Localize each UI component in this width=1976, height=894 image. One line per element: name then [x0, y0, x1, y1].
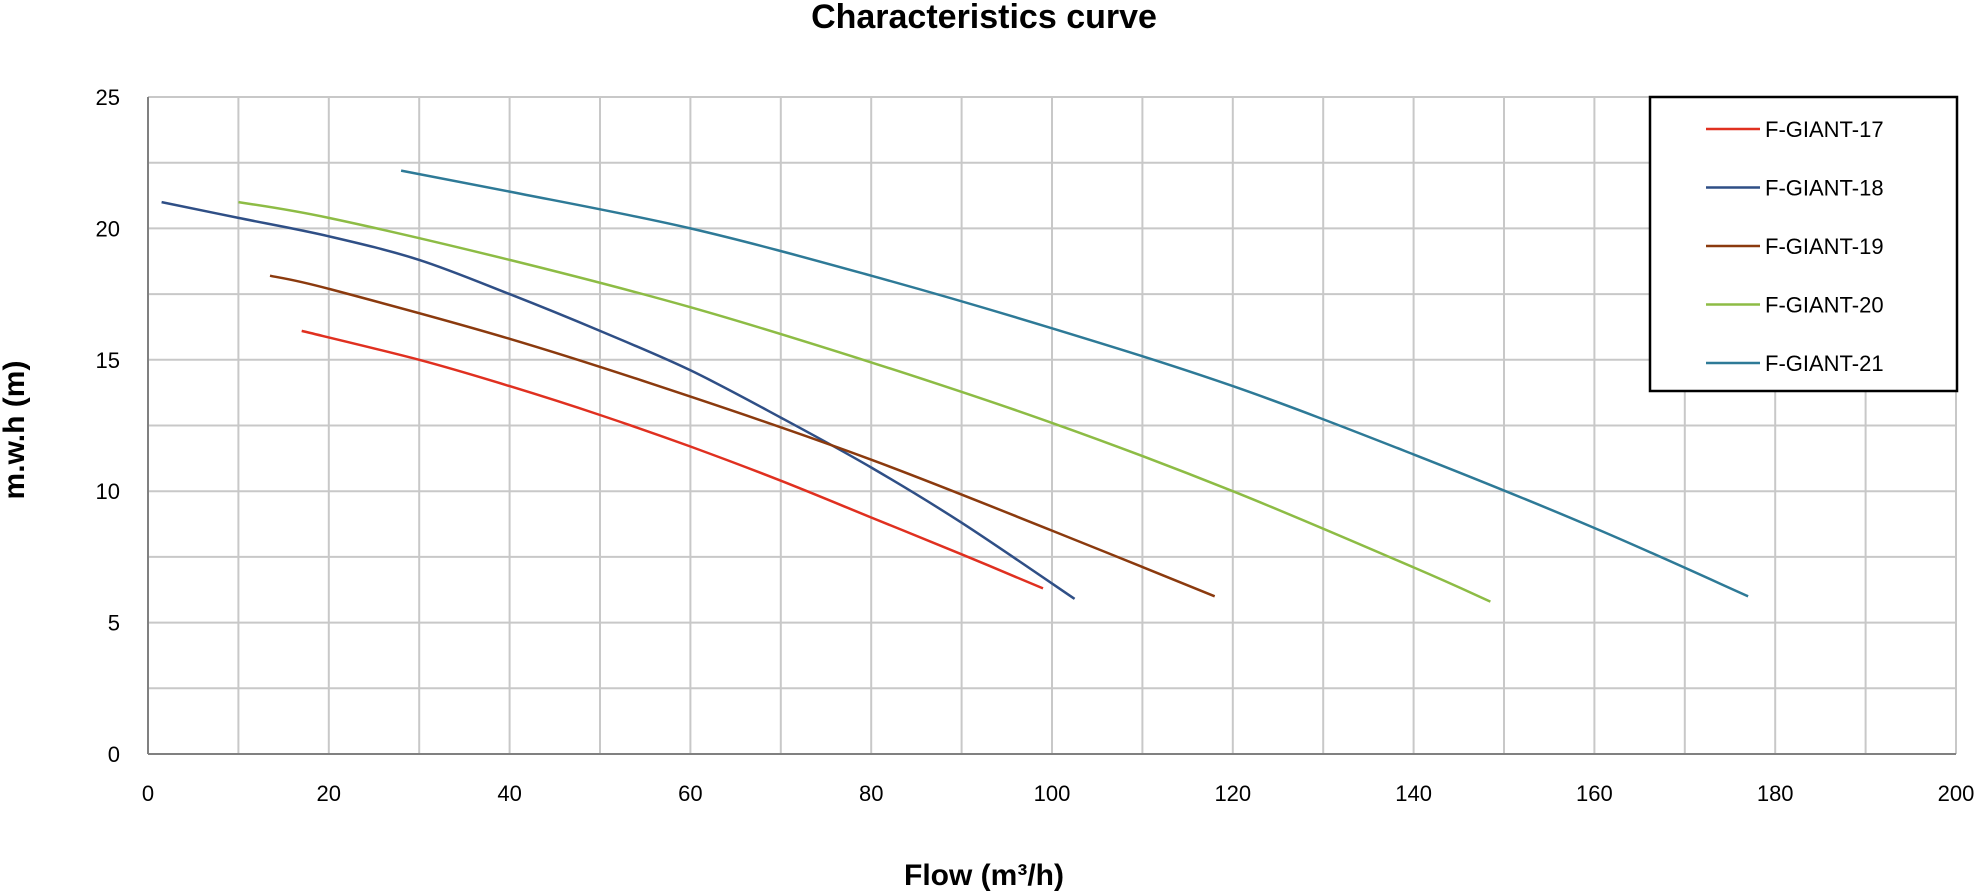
y-tick-label: 20 [96, 216, 120, 241]
x-tick-label: 160 [1576, 781, 1613, 806]
x-tick-labels: 0 20 40 60 80 100 120 140 160 180 200 [142, 781, 1974, 806]
legend-entry: F-GIANT-18 [1765, 176, 1884, 201]
x-tick-label: 180 [1757, 781, 1794, 806]
series-line-f-giant-19 [269, 274, 1216, 598]
legend: F-GIANT-17 F-GIANT-18 F-GIANT-19 F-GIANT-20… [1648, 95, 1959, 393]
x-tick-label: 0 [142, 781, 154, 806]
y-tick-label: 10 [96, 479, 120, 504]
x-axis-label: Flow (m³/h) [904, 859, 1064, 892]
y-tick-labels: 0 5 10 15 20 25 [96, 85, 120, 767]
x-axis-unit: (m³/h) [981, 859, 1064, 892]
legend-entry: F-GIANT-17 [1765, 117, 1884, 142]
chart-title: Characteristics curve [811, 0, 1157, 36]
x-tick-label: 120 [1214, 781, 1251, 806]
series-lines [161, 169, 1749, 603]
y-tick-label: 15 [96, 348, 120, 373]
legend-entry: F-GIANT-20 [1765, 293, 1884, 318]
legend-box [1648, 95, 1959, 393]
x-tick-label: 40 [497, 781, 521, 806]
x-tick-label: 60 [678, 781, 702, 806]
series-line-f-giant-17 [301, 329, 1044, 590]
x-tick-label: 80 [859, 781, 883, 806]
x-axis-label-text: Flow [904, 859, 973, 892]
y-tick-label: 0 [108, 742, 120, 767]
legend-entry: F-GIANT-21 [1765, 351, 1884, 376]
series-line-f-giant-21 [400, 169, 1749, 598]
axes [147, 97, 1956, 755]
y-axis-label: m.w.h (m) [0, 361, 31, 500]
legend-entry: F-GIANT-19 [1765, 234, 1884, 259]
x-tick-label: 20 [317, 781, 341, 806]
y-tick-label: 25 [96, 85, 120, 110]
x-tick-label: 200 [1938, 781, 1975, 806]
y-tick-label: 5 [108, 611, 120, 636]
x-tick-label: 140 [1395, 781, 1432, 806]
series-line-f-giant-20 [238, 200, 1491, 603]
x-tick-label: 100 [1034, 781, 1071, 806]
series-line-f-giant-18 [161, 200, 1076, 600]
